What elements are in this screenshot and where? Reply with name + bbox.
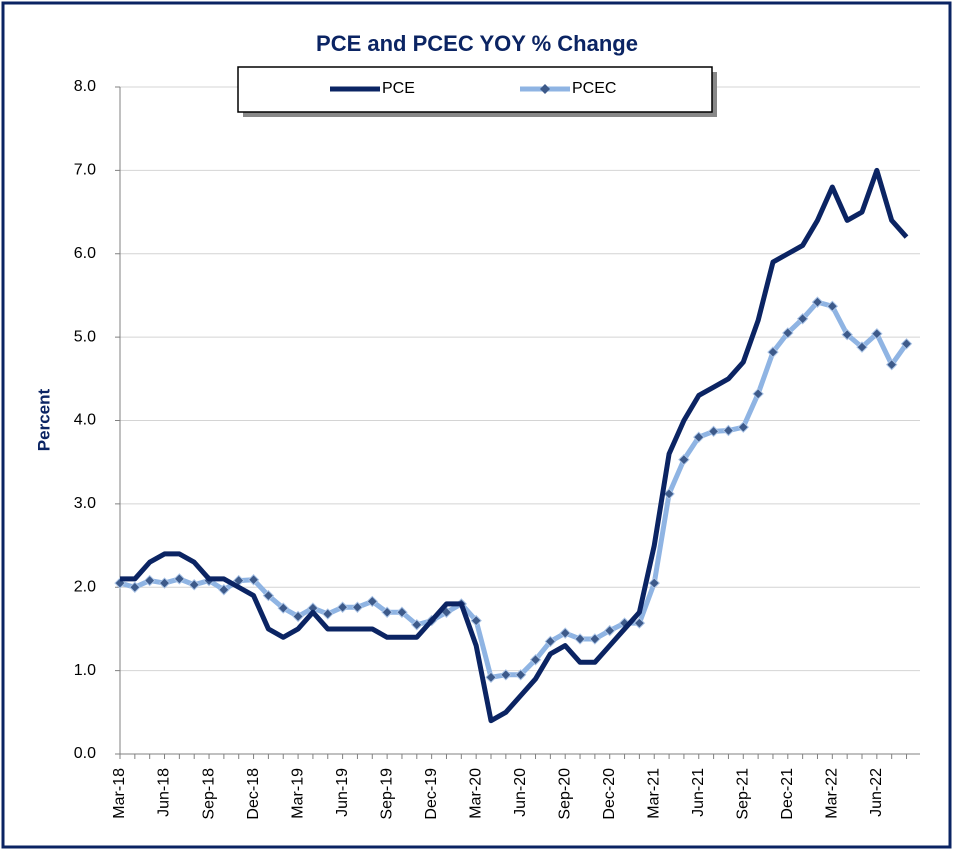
point-marker	[574, 633, 586, 645]
y-tick-label: 6.0	[74, 245, 96, 262]
point-marker	[218, 584, 230, 596]
y-tick-label: 7.0	[74, 162, 96, 179]
point-marker	[767, 346, 779, 358]
y-tick-label: 8.0	[74, 78, 96, 95]
point-marker	[678, 453, 690, 466]
y-tick-label: 1.0	[74, 662, 96, 679]
point-marker	[485, 671, 497, 684]
point-marker	[811, 296, 824, 308]
x-tick-label: Jun-21	[690, 768, 707, 817]
point-marker	[707, 425, 720, 438]
point-marker	[381, 606, 393, 618]
point-marker	[589, 633, 601, 645]
point-marker	[871, 328, 883, 340]
point-marker	[322, 608, 334, 620]
point-marker	[900, 338, 913, 350]
point-marker	[559, 627, 571, 639]
point-marker	[292, 610, 304, 623]
chart-title: PCE and PCEC YOY % Change	[316, 31, 638, 56]
point-marker	[544, 635, 557, 648]
point-marker	[633, 617, 646, 629]
point-marker	[722, 424, 735, 437]
x-tick-label: Dec-20	[601, 768, 618, 820]
point-marker	[826, 300, 839, 312]
y-tick-label: 2.0	[74, 578, 96, 595]
legend	[237, 66, 713, 113]
point-marker	[129, 581, 141, 593]
legend-label: PCE	[382, 80, 415, 97]
x-tick-label: Mar-18	[111, 768, 128, 819]
y-tick-label: 0.0	[74, 745, 96, 762]
x-tick-label: Sep-18	[200, 768, 217, 820]
point-marker	[247, 574, 260, 586]
y-tick-label: 3.0	[74, 495, 96, 512]
point-marker	[114, 577, 126, 589]
point-marker	[663, 488, 675, 500]
y-tick-label: 5.0	[74, 328, 96, 345]
y-axis-label: Percent	[34, 388, 53, 451]
point-marker	[885, 358, 898, 371]
point-marker	[604, 624, 616, 637]
point-marker	[514, 669, 527, 681]
point-marker	[411, 619, 423, 631]
x-tick-label: Dec-18	[245, 768, 262, 820]
point-marker	[752, 388, 764, 400]
point-marker	[143, 574, 156, 587]
point-marker	[796, 313, 809, 325]
point-marker	[158, 577, 171, 589]
x-tick-label: Mar-19	[289, 768, 306, 819]
point-marker	[351, 601, 364, 613]
point-marker	[856, 341, 868, 353]
legend-label: PCEC	[572, 80, 616, 97]
x-tick-label: Jun-22	[868, 768, 885, 817]
point-marker	[648, 577, 660, 589]
point-marker	[470, 614, 482, 627]
point-marker	[262, 589, 275, 602]
point-marker	[693, 431, 705, 443]
x-tick-label: Mar-20	[467, 768, 484, 819]
point-marker	[529, 654, 542, 666]
x-tick-label: Jun-20	[512, 768, 529, 817]
point-marker	[366, 595, 378, 608]
point-marker	[277, 602, 289, 614]
point-marker	[841, 328, 853, 341]
x-tick-label: Dec-21	[779, 768, 796, 820]
y-tick-label: 4.0	[74, 412, 96, 429]
point-marker	[500, 669, 512, 681]
series-line	[120, 167, 909, 724]
point-marker	[782, 327, 794, 339]
x-tick-label: Sep-19	[378, 768, 395, 820]
x-tick-label: Dec-19	[423, 768, 440, 820]
x-tick-label: Jun-18	[156, 768, 173, 817]
point-marker	[188, 579, 200, 591]
legend-marker	[540, 84, 550, 94]
x-tick-label: Sep-21	[734, 768, 751, 820]
x-tick-label: Mar-22	[824, 768, 841, 819]
point-marker	[737, 421, 749, 433]
point-marker	[396, 606, 408, 618]
point-marker	[173, 573, 186, 585]
x-tick-label: Jun-19	[334, 768, 351, 817]
x-tick-label: Mar-21	[645, 768, 662, 819]
x-tick-label: Sep-20	[556, 768, 573, 820]
point-marker	[336, 601, 349, 613]
